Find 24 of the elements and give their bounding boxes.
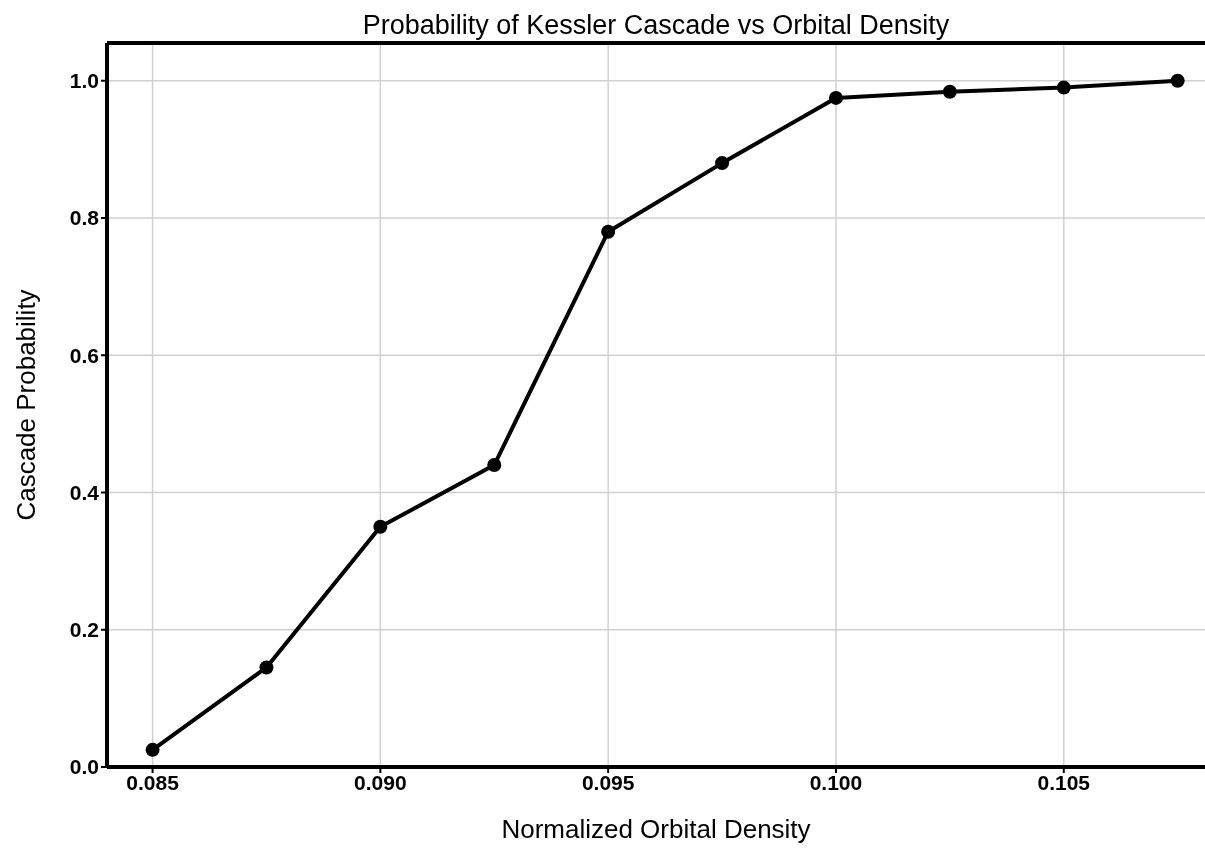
y-axis-title: Cascade Probability — [11, 289, 42, 521]
y-tick-label: 0.6 — [69, 343, 99, 367]
point — [1170, 73, 1185, 88]
x-tick-label: 0.100 — [809, 770, 863, 794]
x-tick-label: 0.095 — [581, 770, 635, 794]
x-tick-label: 0.090 — [354, 770, 407, 794]
point — [373, 519, 388, 534]
point — [259, 660, 274, 675]
x-axis-title: Normalized Orbital Density — [501, 814, 811, 844]
point — [828, 90, 843, 105]
y-tick-label: 0.2 — [69, 618, 99, 642]
x-tick-label: 0.105 — [1037, 770, 1091, 794]
point — [942, 84, 957, 99]
point — [487, 458, 502, 473]
chart-title: Probability of Kessler Cascade vs Orbital Density — [361, 9, 951, 42]
point — [601, 224, 616, 239]
x-tick-label: 0.085 — [126, 770, 180, 794]
y-tick-label: 1.0 — [69, 69, 99, 93]
point — [715, 156, 730, 171]
y-tick-label: 0.8 — [69, 206, 100, 230]
y-tick-label: 0.4 — [69, 480, 100, 504]
y-tick-label: 0.0 — [69, 755, 99, 779]
point — [1056, 80, 1071, 95]
point — [145, 742, 160, 757]
